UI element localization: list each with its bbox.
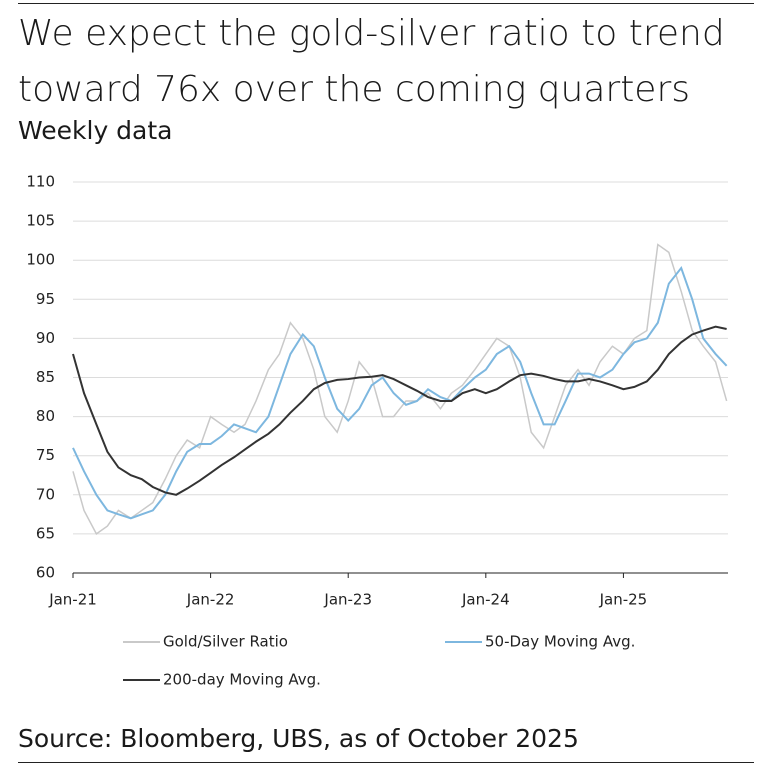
top-rule [18, 3, 754, 4]
y-tick-label: 70 [36, 485, 55, 503]
x-tick-label: Jan-23 [323, 591, 372, 609]
x-tick-label: Jan-22 [186, 591, 235, 609]
legend-label: 50-Day Moving Avg. [485, 633, 635, 651]
chart: 60 65 70 75 80 85 90 95 100 105 110 Jan-21 Jan-22 Jan… [26, 173, 728, 689]
chart-subtitle: Weekly data [18, 116, 173, 145]
y-tick-label: 95 [36, 290, 55, 308]
legend-label: 200-day Moving Avg. [163, 671, 321, 689]
legend-label: Gold/Silver Ratio [163, 633, 288, 651]
x-tick-label: Jan-21 [48, 591, 97, 609]
source-note: Source: Bloomberg, UBS, as of October 20… [18, 724, 579, 753]
series-line [72, 265, 728, 520]
series-line [72, 325, 727, 496]
y-tick-label: 110 [26, 173, 55, 191]
y-tick-label: 100 [26, 251, 55, 269]
x-tick-label: Jan-24 [461, 591, 510, 609]
x-tick-label: Jan-25 [599, 591, 648, 609]
bottom-rule [18, 762, 754, 763]
y-tick-label: 65 [36, 524, 55, 542]
y-tick-label: 75 [36, 446, 55, 464]
y-tick-label: 60 [36, 564, 55, 582]
y-tick-label: 90 [36, 329, 55, 347]
y-tick-label: 85 [36, 368, 55, 386]
y-tick-label: 105 [26, 212, 55, 230]
series-line [72, 243, 728, 536]
chart-title: We expect the gold-silver ratio to trend… [18, 13, 725, 110]
y-tick-label: 80 [36, 407, 55, 425]
